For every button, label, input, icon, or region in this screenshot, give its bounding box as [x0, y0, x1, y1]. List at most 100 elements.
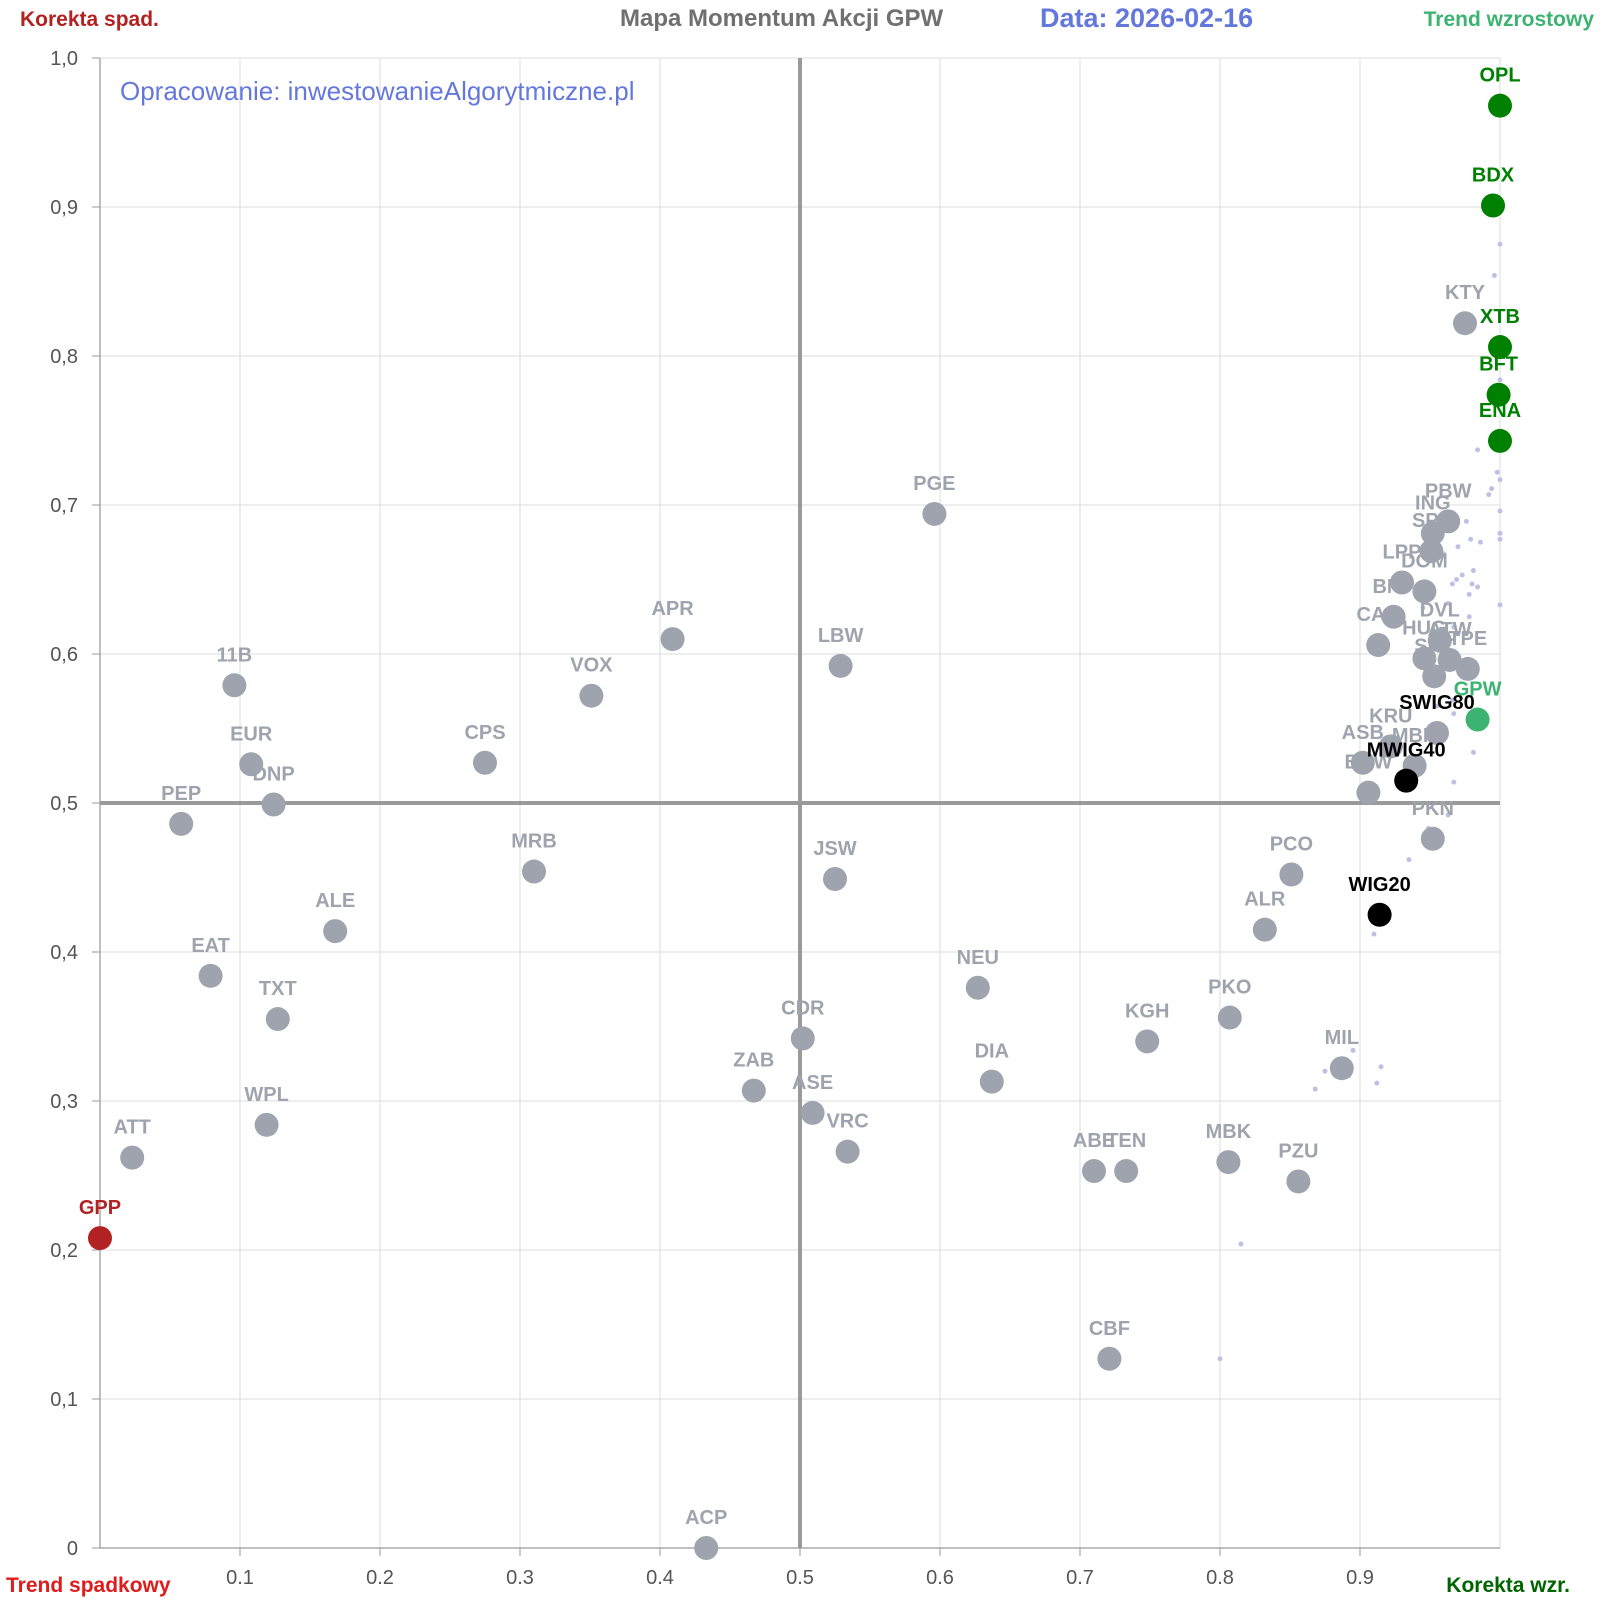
point-label-ten: TEN [1106, 1130, 1146, 1152]
y-tick-label: 0,9 [50, 197, 78, 219]
point-spl [1419, 539, 1444, 564]
minor-point [1406, 857, 1412, 863]
point-label-alr: ALR [1244, 889, 1286, 911]
y-tick-label: 0 [67, 1538, 78, 1560]
minor-point [1466, 614, 1472, 620]
point-label-pco: PCO [1270, 834, 1313, 856]
minor-point [1374, 1080, 1380, 1086]
point-label-apr: APR [651, 598, 694, 620]
point-label-xtb: XTB [1480, 306, 1520, 328]
point-label-eur: EUR [230, 723, 273, 745]
minor-point [1420, 605, 1426, 611]
point-hug [1412, 646, 1437, 671]
point-label-cdr: CDR [781, 997, 825, 1019]
point-tpe [1455, 656, 1480, 681]
point-gpw [1465, 707, 1490, 732]
point-label-vrc: VRC [826, 1111, 868, 1133]
point-label-acp: ACP [685, 1507, 727, 1529]
minor-point [1466, 591, 1472, 597]
point-wpl [254, 1112, 279, 1137]
minor-point [1497, 602, 1503, 608]
point-label-gpp: GPP [79, 1197, 121, 1219]
point-gpp [88, 1226, 112, 1251]
minor-point [1445, 600, 1451, 606]
point-ena [1488, 428, 1512, 453]
point-eur [239, 752, 264, 777]
point-pco [1279, 862, 1304, 887]
x-tick-label: 0.8 [1206, 1567, 1234, 1589]
minor-point [1475, 584, 1481, 590]
point-bnp [1381, 604, 1406, 629]
point-cbf [1097, 1346, 1122, 1371]
point-label-opl: OPL [1479, 65, 1520, 87]
point-ten [1114, 1159, 1139, 1184]
minor-point [1497, 508, 1503, 514]
point-label-dnp: DNP [252, 763, 294, 785]
minor-point [1217, 1356, 1223, 1362]
point-label-snt: SNT [1414, 635, 1454, 657]
minor-point [1371, 931, 1377, 937]
point-label-spl: SPL [1412, 510, 1451, 532]
point-label-gpw: GPW [1454, 679, 1502, 701]
point-label-car: CAR [1357, 604, 1401, 626]
minor-point [1470, 568, 1476, 574]
point-label-atw: ATW [1428, 619, 1472, 641]
point-bdx [1481, 193, 1505, 218]
point-label-lpp: LPP [1383, 541, 1422, 563]
point-label-dvl: DVL [1420, 600, 1460, 622]
minor-point [1378, 1064, 1384, 1070]
minor-point [1477, 539, 1483, 545]
minor-point [1322, 1068, 1328, 1074]
x-tick-label: 0.6 [926, 1567, 954, 1589]
point-neu [965, 975, 990, 1000]
y-tick-label: 0,7 [50, 495, 78, 517]
point-label-att: ATT [113, 1117, 150, 1139]
point-dvl [1427, 628, 1452, 653]
minor-point [1497, 477, 1503, 483]
minor-point [1491, 273, 1497, 279]
point-lbw [828, 653, 853, 678]
y-tick-label: 0,8 [50, 346, 78, 368]
point-jsw [823, 866, 847, 891]
point-label-mbk: MBK [1206, 1121, 1252, 1143]
point-ing [1420, 521, 1445, 546]
y-tick-label: 0,3 [50, 1091, 78, 1113]
point-label-pep: PEP [161, 783, 201, 805]
minor-point [1494, 469, 1500, 475]
point-asb [1350, 750, 1375, 775]
point-ase [800, 1100, 825, 1125]
point-mbk [1216, 1150, 1241, 1175]
x-tick-label: 0.3 [506, 1567, 534, 1589]
point-label-swig80: SWIG80 [1399, 692, 1475, 714]
point-label-mwig40: MWIG40 [1367, 740, 1446, 762]
point-swig80 [1425, 720, 1449, 745]
minor-point [1451, 779, 1457, 785]
point-dia [979, 1069, 1004, 1094]
point-label-wpl: WPL [244, 1084, 288, 1106]
point-label-dia: DIA [975, 1041, 1009, 1063]
point-pkn [1420, 826, 1445, 851]
point-label-ing: ING [1415, 492, 1451, 514]
minor-point [1468, 536, 1474, 542]
point-label-lbw: LBW [818, 625, 864, 647]
point-eat [198, 963, 223, 988]
point-label-ena: ENA [1479, 400, 1521, 422]
point-label-kgh: KGH [1125, 1000, 1169, 1022]
point-label-11b: 11B [217, 644, 253, 666]
minor-point [1350, 1047, 1356, 1053]
point-label-asb: ASB [1342, 722, 1384, 744]
minor-point [1449, 581, 1455, 587]
point-vrc [835, 1139, 860, 1164]
point-label-ale: ALE [315, 890, 355, 912]
point-label-abe: ABE [1073, 1130, 1115, 1152]
quadrant-label-bottom-right: Korekta wzr. [1446, 1574, 1570, 1597]
minor-point [1455, 544, 1461, 550]
minor-point [1434, 703, 1440, 709]
chart-credit: Opracowanie: inwestowanieAlgorytmiczne.p… [120, 76, 635, 106]
point-dnp [261, 792, 286, 817]
point-label-pko: PKO [1208, 977, 1251, 999]
point-snt [1422, 664, 1447, 689]
chart-title: Mapa Momentum Akcji GPW [620, 5, 944, 32]
point-label-ase: ASE [792, 1072, 833, 1094]
point-label-hug: HUG [1402, 617, 1446, 639]
